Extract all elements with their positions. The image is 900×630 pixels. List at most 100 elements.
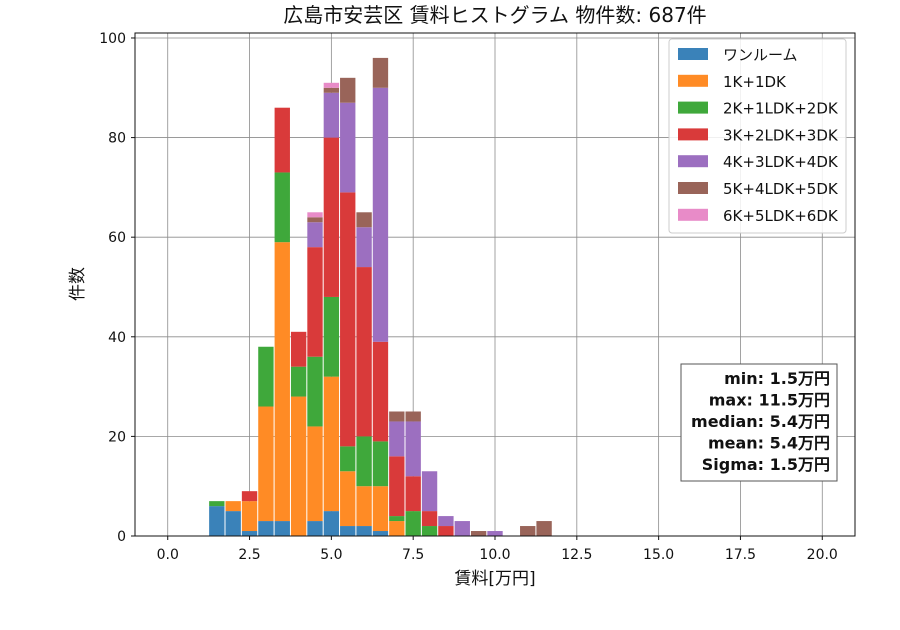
histogram-bar	[323, 511, 340, 536]
histogram-bar	[290, 396, 307, 536]
stats-line: Sigma: 1.5万円	[702, 455, 830, 474]
legend-swatch	[678, 155, 708, 168]
histogram-bar	[225, 501, 241, 512]
histogram-bar	[307, 356, 323, 427]
histogram-bar	[356, 212, 372, 228]
histogram-bar	[340, 192, 356, 447]
histogram-bar	[340, 526, 356, 536]
legend-swatch	[678, 48, 708, 60]
histogram-bar	[389, 456, 405, 517]
legend-label: 6K+5LDK+6DK	[723, 207, 839, 225]
histogram-bar	[389, 411, 405, 422]
legend: ワンルーム 1K+1DK 2K+1LDK+2DK 3K+2LDK+3DK 4K+3LDK…	[668, 38, 847, 234]
histogram-bar	[389, 516, 405, 522]
histogram-bar	[356, 267, 372, 437]
histogram-bar	[421, 526, 438, 536]
histogram-bar	[274, 172, 290, 243]
histogram-bar	[372, 486, 389, 532]
y-tick-label: 40	[108, 330, 126, 346]
histogram-bar	[389, 521, 405, 536]
histogram-bar	[323, 376, 340, 512]
histogram-bar	[536, 521, 552, 536]
histogram-bar	[438, 526, 454, 536]
x-tick-label: 0.0	[157, 547, 179, 563]
y-tick-label: 20	[108, 429, 126, 445]
histogram-bar	[372, 57, 389, 88]
x-tick-label: 5.0	[320, 547, 342, 563]
histogram-bar	[241, 531, 258, 536]
x-tick-label: 17.5	[725, 547, 756, 563]
legend-swatch	[678, 74, 708, 87]
y-tick-label: 60	[108, 230, 126, 246]
histogram-bar	[487, 531, 503, 536]
histogram-bar	[405, 411, 421, 422]
histogram-bar	[225, 511, 241, 536]
histogram-bar	[209, 506, 225, 536]
histogram-bar	[274, 107, 290, 173]
legend-label: 1K+1DK	[723, 73, 787, 91]
histogram-bar	[258, 521, 274, 536]
histogram-bar	[421, 511, 438, 527]
stats-frame	[680, 363, 838, 482]
histogram-bar	[274, 242, 290, 522]
histogram-bar	[323, 92, 340, 138]
histogram-bar	[307, 222, 323, 248]
histogram-bar	[405, 421, 421, 477]
x-tick-label: 15.0	[643, 547, 674, 563]
histogram-bar	[372, 531, 389, 536]
histogram-bar	[307, 217, 323, 223]
legend-swatch	[678, 128, 708, 141]
legend-label: 2K+1LDK+2DK	[723, 100, 839, 118]
histogram-bar	[323, 137, 340, 297]
histogram-bar	[454, 521, 470, 536]
histogram-bar	[389, 421, 405, 457]
legend-label: 5K+4LDK+5DK	[723, 180, 839, 198]
histogram-bar	[323, 296, 340, 377]
y-axis-label: 件数	[68, 267, 88, 301]
stats-box: min: 1.5万円 max: 11.5万円 median: 5.4万円 mean: …	[680, 363, 838, 482]
histogram-bar	[520, 526, 536, 536]
stats-line: mean: 5.4万円	[708, 434, 830, 453]
histogram-bar	[340, 77, 356, 103]
legend-box	[668, 38, 847, 234]
histogram-bar	[372, 441, 389, 487]
histogram-bar	[323, 87, 340, 93]
legend-label: 4K+3LDK+4DK	[723, 153, 839, 171]
histogram-bar	[470, 531, 487, 536]
histogram-bar	[356, 526, 372, 536]
histogram-bar	[438, 516, 454, 527]
histogram-bar	[405, 511, 421, 536]
histogram-bar	[307, 426, 323, 522]
x-tick-label: 10.0	[479, 547, 510, 563]
legend-swatch	[678, 182, 708, 194]
legend-label: 3K+2LDK+3DK	[723, 126, 839, 144]
histogram-bar	[340, 471, 356, 527]
histogram-bar	[274, 521, 290, 536]
legend-swatch	[678, 101, 708, 114]
histogram-bar	[258, 346, 274, 407]
histogram-bar	[340, 102, 356, 193]
histogram-bar	[307, 521, 323, 536]
stats-line: median: 5.4万円	[691, 412, 830, 431]
histogram-bar	[241, 501, 258, 532]
x-tick-label: 7.5	[402, 547, 424, 563]
histogram-bar	[356, 436, 372, 487]
histogram-bar	[356, 227, 372, 268]
x-tick-label: 12.5	[561, 547, 592, 563]
x-tick-label: 20.0	[807, 547, 838, 563]
axis-ticks: 0.0 2.5 5.0 7.5 10.0 12.5 15.0 17.5 20.0 0 20 40 60 8…	[99, 31, 838, 563]
stats-line: max: 11.5万円	[709, 391, 830, 410]
histogram-bar	[290, 366, 307, 397]
histogram-bar	[323, 82, 340, 88]
legend-label: ワンルーム	[723, 46, 798, 64]
histogram-bar	[307, 247, 323, 357]
stats-line: min: 1.5万円	[724, 369, 830, 388]
histogram-bar	[290, 331, 307, 367]
y-tick-label: 100	[99, 31, 126, 47]
histogram-bar	[209, 501, 225, 507]
histogram-bar	[405, 476, 421, 512]
y-tick-label: 80	[108, 131, 126, 147]
legend-swatch	[678, 208, 708, 221]
histogram-bar	[372, 341, 389, 442]
